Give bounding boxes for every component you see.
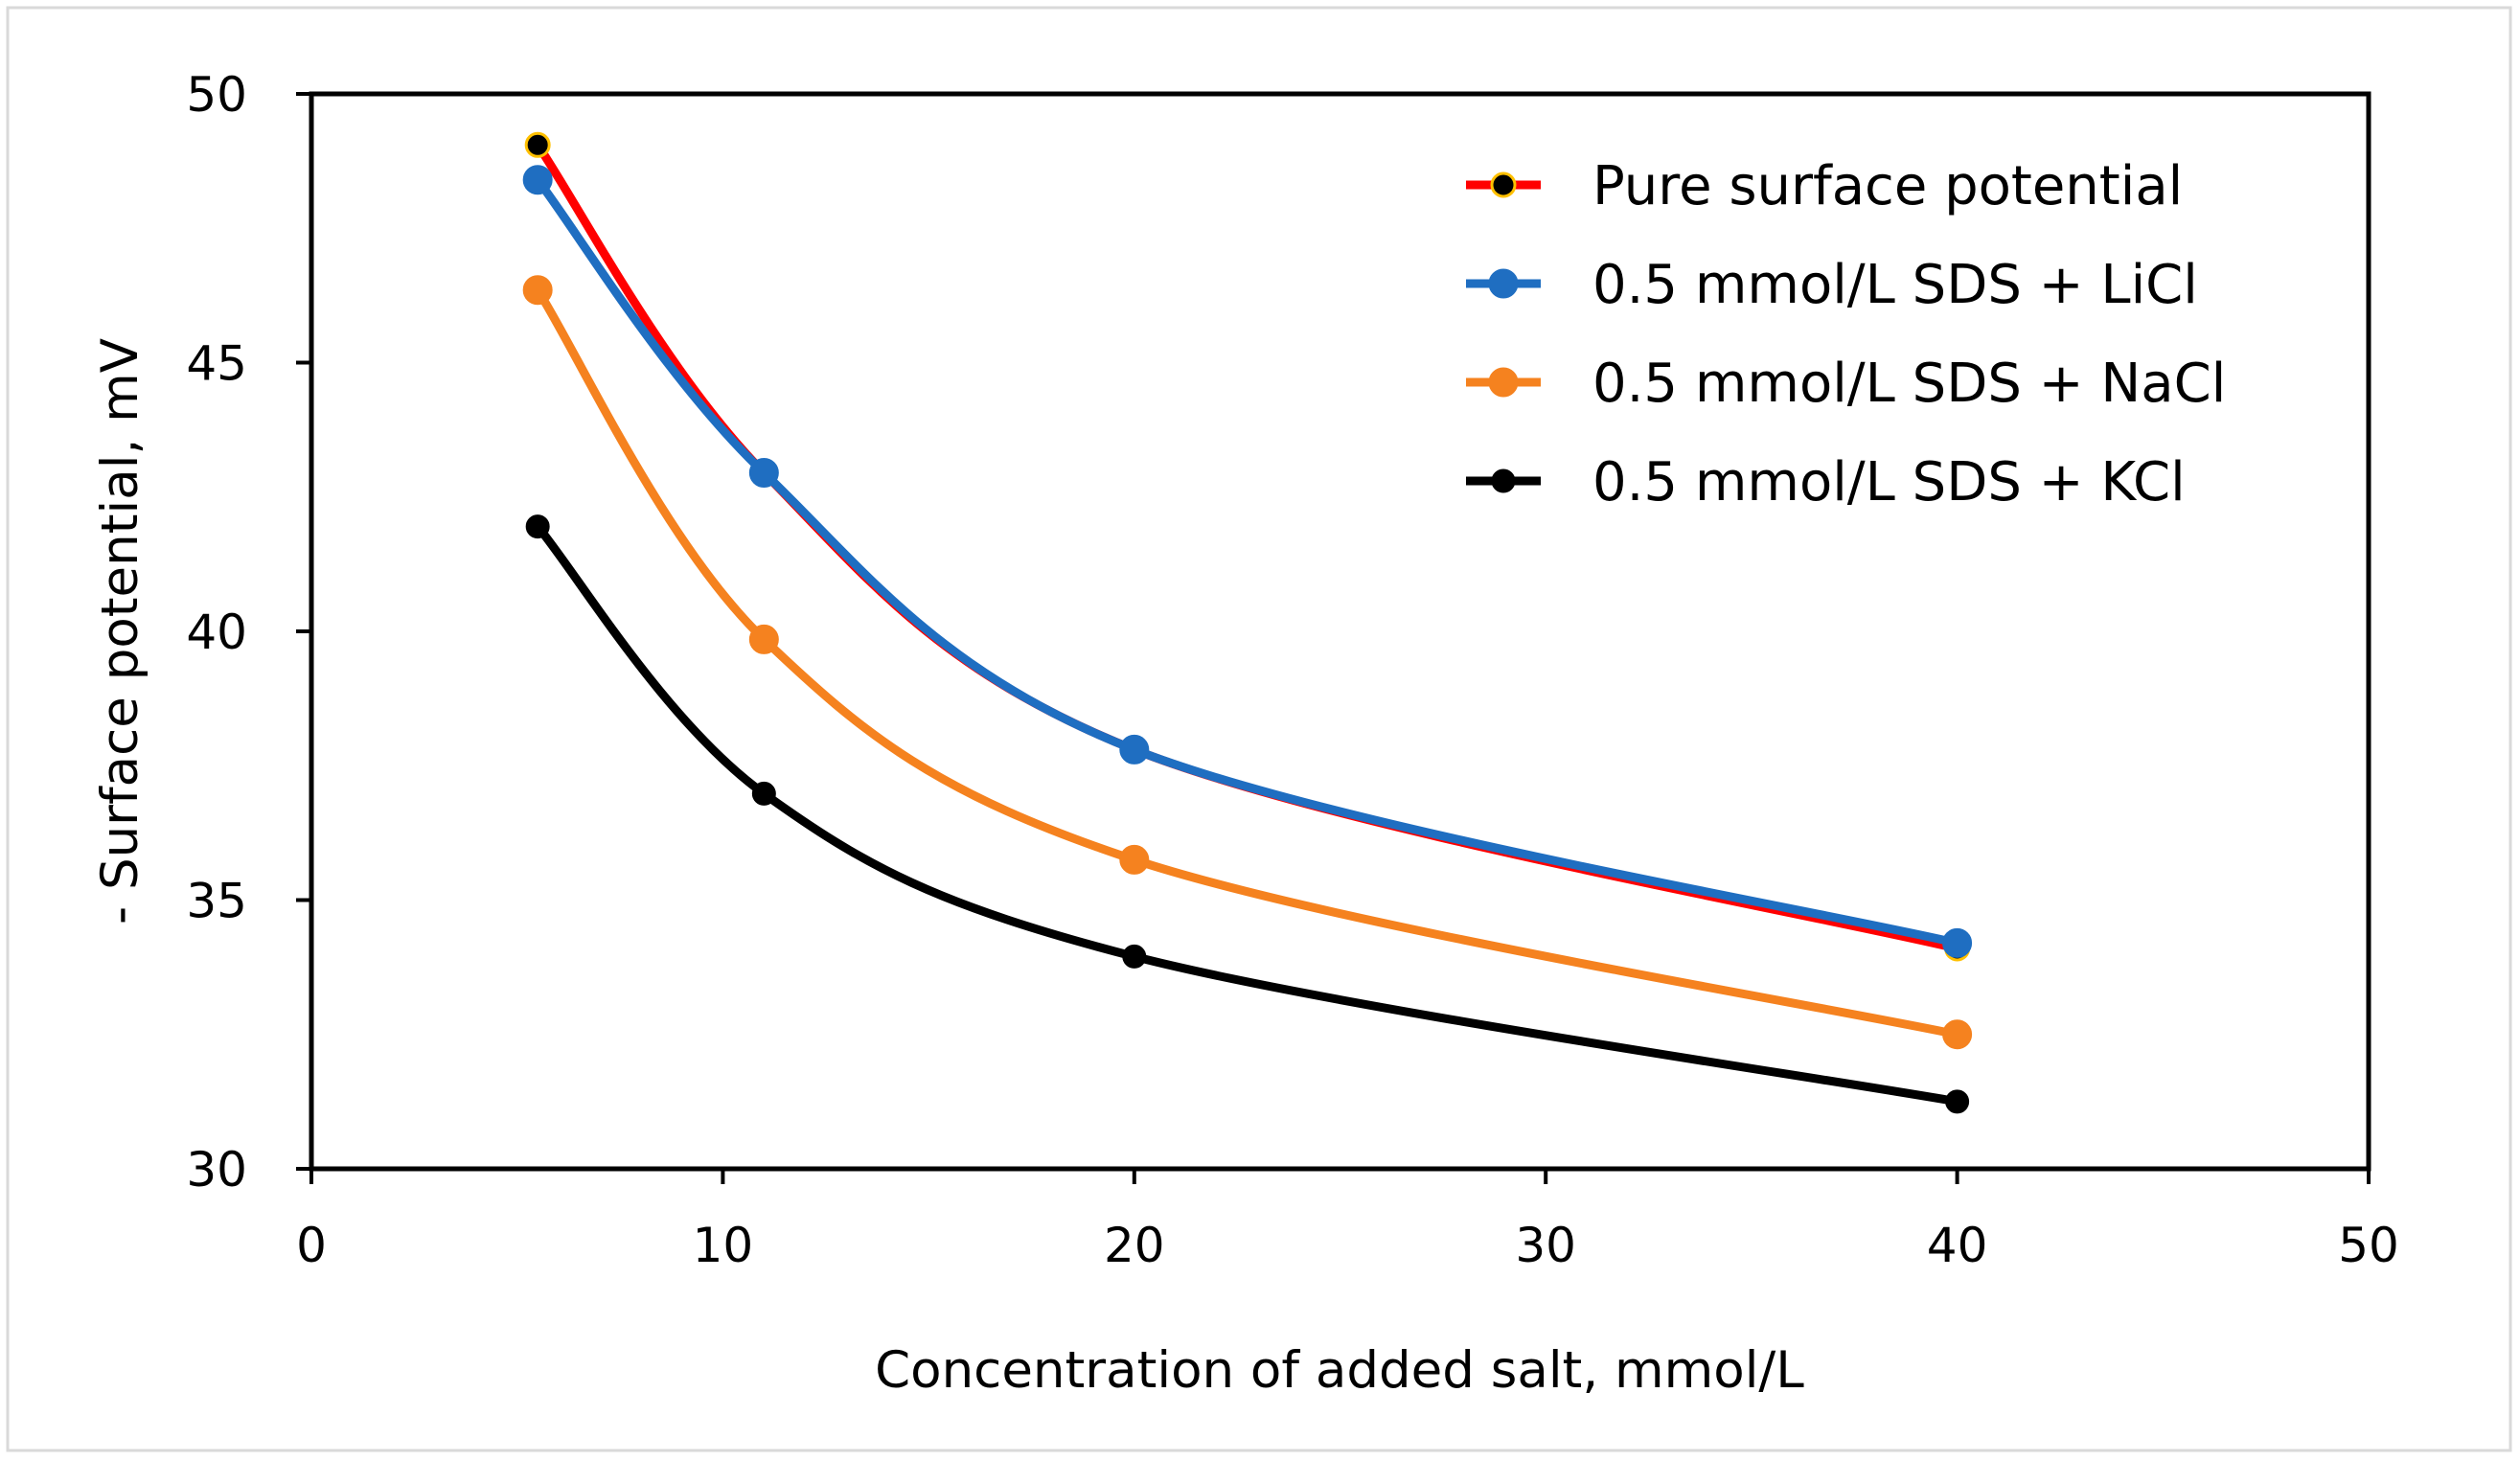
data-point bbox=[522, 165, 553, 195]
legend-item: Pure surface potential bbox=[1466, 155, 2183, 217]
ticks-layer: 0 10 20 30 40 50 30 35 40 45 50 bbox=[186, 67, 2398, 1273]
y-tick-label: 30 bbox=[186, 1142, 247, 1198]
series-line bbox=[533, 522, 1962, 1107]
data-point bbox=[1119, 844, 1150, 875]
data-point bbox=[1119, 734, 1150, 765]
data-point bbox=[1942, 1019, 1973, 1050]
series-2 bbox=[533, 285, 1962, 1039]
series-layer bbox=[522, 131, 1973, 1114]
legend-item: 0.5 mmol/L SDS + NaCl bbox=[1466, 353, 2226, 415]
data-point bbox=[751, 781, 776, 806]
series-line bbox=[533, 285, 1962, 1039]
legend-marker bbox=[1488, 367, 1519, 398]
x-tick-label: 0 bbox=[296, 1218, 327, 1273]
series-1 bbox=[533, 175, 1962, 947]
data-point bbox=[1945, 1089, 1970, 1114]
legend-label: 0.5 mmol/L SDS + KCl bbox=[1592, 451, 2186, 514]
legend-marker bbox=[1491, 468, 1516, 493]
series-2-points bbox=[522, 275, 1973, 1050]
series-3 bbox=[533, 522, 1962, 1107]
x-tick-label: 20 bbox=[1104, 1218, 1165, 1273]
y-tick-label: 45 bbox=[186, 336, 247, 392]
y-tick-label: 50 bbox=[186, 67, 247, 123]
x-tick-label: 40 bbox=[1927, 1218, 1988, 1273]
chart-outer-border bbox=[6, 6, 2512, 1452]
y-tick-label: 40 bbox=[186, 605, 247, 660]
y-tick-label: 35 bbox=[186, 874, 247, 929]
legend-marker bbox=[1488, 268, 1519, 299]
data-point bbox=[522, 275, 553, 306]
y-axis-label: - Surface potential, mV bbox=[91, 338, 149, 925]
legend-item: 0.5 mmol/L SDS + LiCl bbox=[1466, 254, 2198, 316]
legend-item: 0.5 mmol/L SDS + KCl bbox=[1466, 451, 2186, 514]
legend: Pure surface potential 0.5 mmol/L SDS + L… bbox=[1466, 155, 2226, 514]
data-point bbox=[748, 458, 779, 489]
legend-label: 0.5 mmol/L SDS + NaCl bbox=[1592, 353, 2226, 415]
x-tick-label: 50 bbox=[2338, 1218, 2399, 1273]
data-point bbox=[748, 624, 779, 654]
x-tick-label: 30 bbox=[1515, 1218, 1576, 1273]
data-point bbox=[1122, 944, 1147, 969]
legend-label: Pure surface potential bbox=[1592, 155, 2183, 217]
series-1-points bbox=[522, 165, 1973, 958]
legend-marker bbox=[1490, 171, 1517, 198]
legend-label: 0.5 mmol/L SDS + LiCl bbox=[1592, 254, 2198, 316]
data-point bbox=[1942, 927, 1973, 958]
x-axis-label: Concentration of added salt, mmol/L bbox=[875, 1341, 1804, 1400]
data-point bbox=[525, 514, 550, 539]
x-tick-label: 10 bbox=[693, 1218, 754, 1273]
series-line bbox=[533, 175, 1962, 947]
data-point bbox=[524, 131, 551, 158]
series-3-points bbox=[525, 514, 1970, 1114]
